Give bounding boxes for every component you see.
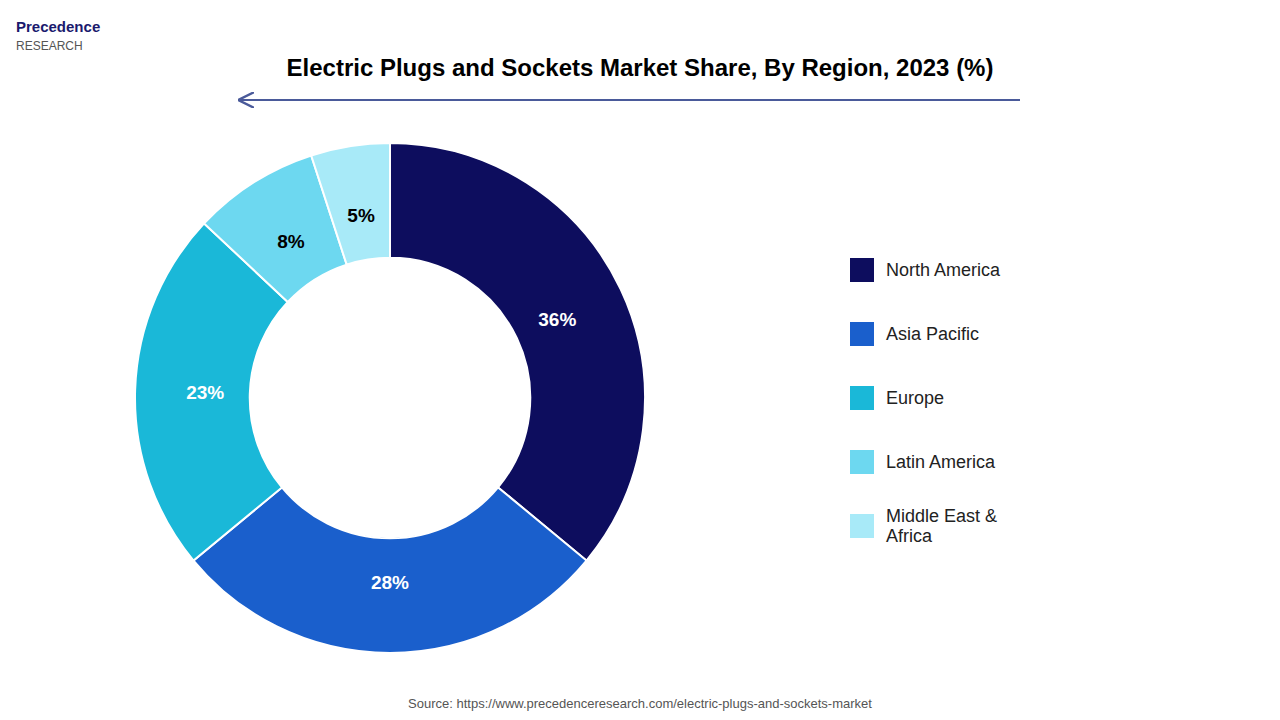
legend-swatch: [850, 322, 874, 346]
data-label: 36%: [538, 309, 576, 330]
chart: Precedence RESEARCH Electric Plugs and Soc…: [0, 0, 1280, 720]
title: Electric Plugs and Sockets Market Share,…: [287, 54, 994, 81]
slice: [390, 143, 645, 561]
data-labels: 36% 28% 23% 8% 5%: [186, 205, 576, 593]
legend-label: Europe: [886, 388, 944, 408]
legend-label: North America: [886, 260, 1001, 280]
legend: North America Asia Pacific Europe Latin Ame…: [850, 258, 1001, 546]
title-rule: [240, 99, 1020, 101]
legend-label: Latin America: [886, 452, 996, 472]
plot: [135, 143, 645, 653]
legend-swatch: [850, 258, 874, 282]
legend-swatch: [850, 514, 874, 538]
legend-swatch: [850, 386, 874, 410]
slice: [311, 143, 390, 265]
data-label: 8%: [277, 231, 305, 252]
legend-label: Middle East &Africa: [886, 506, 997, 546]
data-label: 5%: [347, 205, 375, 226]
legend-swatch: [850, 450, 874, 474]
legend-label: Asia Pacific: [886, 324, 979, 344]
logo-top: Precedence: [16, 18, 100, 35]
data-label: 28%: [371, 572, 409, 593]
source: Source: https://www.precedenceresearch.c…: [408, 696, 872, 711]
logo-bottom: RESEARCH: [16, 39, 83, 53]
data-label: 23%: [186, 382, 224, 403]
